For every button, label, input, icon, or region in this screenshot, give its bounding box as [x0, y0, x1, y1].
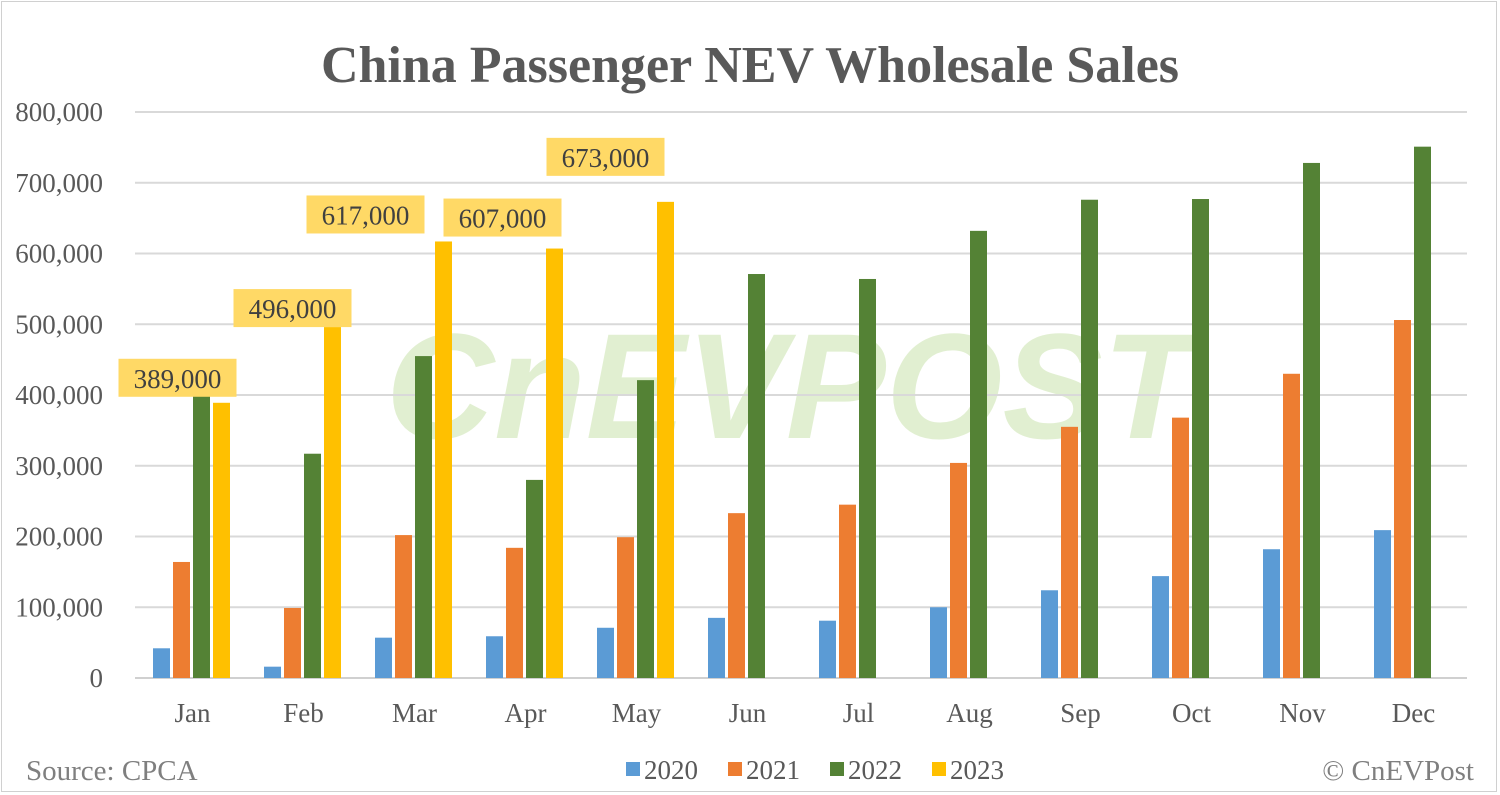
bar-2022-Apr [526, 479, 543, 678]
legend-swatch-2021 [728, 762, 742, 776]
x-tick-label: May [612, 698, 662, 728]
x-tick-label: Sep [1060, 698, 1101, 728]
legend-label-2020: 2020 [644, 755, 698, 785]
legend-label-2022: 2022 [848, 755, 902, 785]
x-tick-label: Oct [1172, 698, 1211, 728]
bar-2023-Jan [213, 402, 230, 678]
bar-2021-Aug [950, 462, 967, 678]
y-tick-label: 600,000 [15, 239, 103, 269]
bar-2021-Sep [1061, 426, 1078, 678]
bar-2023-May [657, 201, 674, 679]
source-note: Source: CPCA [26, 755, 198, 787]
bar-2021-May [617, 537, 634, 678]
legend-swatch-2022 [830, 762, 844, 776]
bar-2022-Jul [859, 278, 876, 678]
bar-2021-Mar [395, 535, 412, 678]
y-tick-label: 0 [90, 663, 104, 693]
bar-2020-Sep [1041, 590, 1058, 678]
bar-2020-Mar [375, 637, 392, 678]
bar-2023-Mar [435, 241, 452, 678]
bar-2021-Dec [1394, 320, 1411, 678]
data-label: 617,000 [322, 200, 410, 230]
y-tick-label: 700,000 [15, 168, 103, 198]
x-tick-label: Apr [505, 698, 547, 728]
data-label-bg [546, 137, 665, 176]
bar-2022-Feb [304, 453, 321, 678]
x-tick-label: Feb [283, 698, 324, 728]
data-label-bg [233, 289, 352, 328]
bar-2022-Oct [1192, 199, 1209, 678]
x-tick-label: Jul [843, 698, 875, 728]
data-label-bg [443, 198, 562, 237]
x-tick-label: Jan [175, 698, 211, 728]
bar-2023-Apr [546, 248, 563, 679]
data-label-bg [118, 358, 237, 397]
bar-2021-Feb [284, 607, 301, 678]
bar-2020-Jul [819, 620, 836, 678]
y-tick-label: 300,000 [15, 451, 103, 481]
x-tick-label: Nov [1279, 698, 1326, 728]
x-tick-label: Dec [1392, 698, 1435, 728]
x-tick-label: Aug [946, 698, 993, 728]
x-tick-label: Jun [729, 698, 767, 728]
data-label: 496,000 [249, 294, 337, 324]
data-label: 607,000 [459, 204, 547, 234]
bar-2020-Dec [1374, 530, 1391, 678]
chart-title: China Passenger NEV Wholesale Sales [321, 37, 1179, 94]
bar-2021-Apr [506, 547, 523, 678]
legend-swatch-2020 [626, 762, 640, 776]
y-tick-label: 400,000 [15, 380, 103, 410]
bar-2021-Jan [173, 561, 190, 678]
bar-2022-Jan [193, 392, 210, 678]
bar-2020-May [597, 627, 614, 678]
bar-2020-Nov [1263, 549, 1280, 678]
bar-2022-May [637, 380, 654, 678]
y-tick-label: 100,000 [15, 592, 103, 622]
bar-2021-Oct [1172, 417, 1189, 678]
bar-2022-Nov [1303, 162, 1320, 678]
bar-2020-Aug [930, 607, 947, 678]
bar-2020-Jan [153, 648, 170, 678]
legend-label-2023: 2023 [950, 755, 1004, 785]
legend-label-2021: 2021 [746, 755, 800, 785]
bar-2022-Sep [1081, 199, 1098, 679]
y-tick-label: 500,000 [15, 309, 103, 339]
bar-2021-Nov [1283, 373, 1300, 678]
x-tick-label: Mar [392, 698, 437, 728]
bar-2020-Apr [486, 636, 503, 678]
credit-note: © CnEVPost [1322, 755, 1474, 787]
bar-2022-Mar [415, 356, 432, 678]
data-label: 389,000 [134, 364, 222, 394]
data-label: 673,000 [562, 143, 650, 173]
bar-2020-Oct [1152, 576, 1169, 678]
y-tick-label: 800,000 [15, 97, 103, 127]
data-label-bg [306, 195, 425, 234]
bar-2022-Jun [748, 274, 765, 678]
bar-2021-Jul [839, 504, 856, 678]
bar-2022-Dec [1414, 146, 1431, 679]
legend-swatch-2023 [932, 762, 946, 776]
bar-2021-Jun [728, 513, 745, 678]
bar-2022-Aug [970, 230, 987, 679]
bar-2020-Feb [264, 666, 281, 678]
bar-2020-Jun [708, 617, 725, 678]
y-tick-label: 200,000 [15, 522, 103, 552]
bar-2023-Feb [324, 327, 341, 678]
